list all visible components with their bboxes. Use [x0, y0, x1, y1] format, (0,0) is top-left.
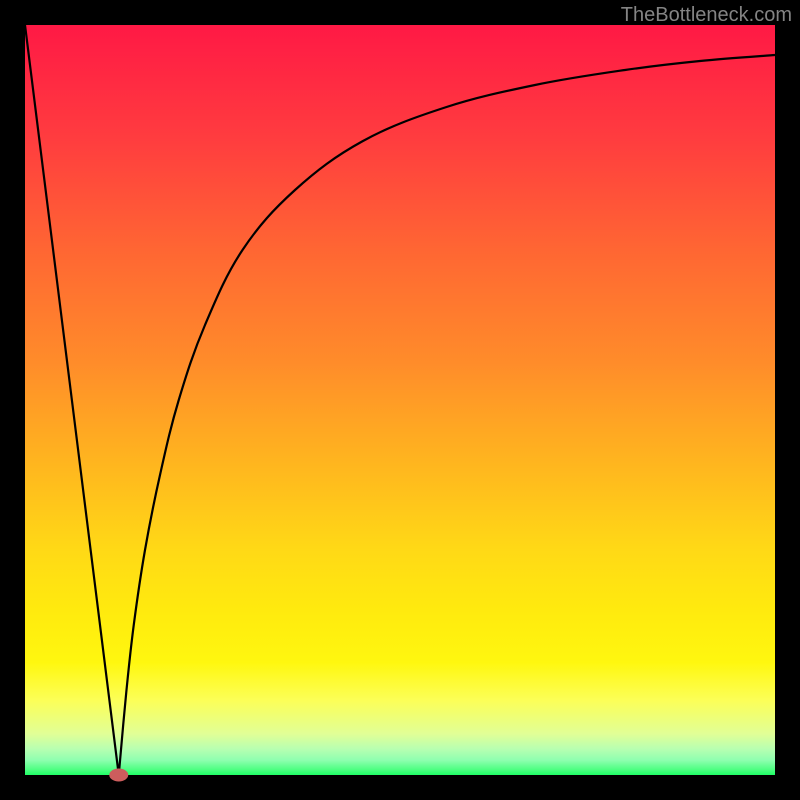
watermark-text: TheBottleneck.com — [621, 4, 792, 27]
bottleneck-curve-chart — [0, 0, 800, 800]
minimum-marker — [110, 769, 128, 781]
chart-container: TheBottleneck.com — [0, 0, 800, 800]
chart-gradient-background — [25, 25, 775, 775]
